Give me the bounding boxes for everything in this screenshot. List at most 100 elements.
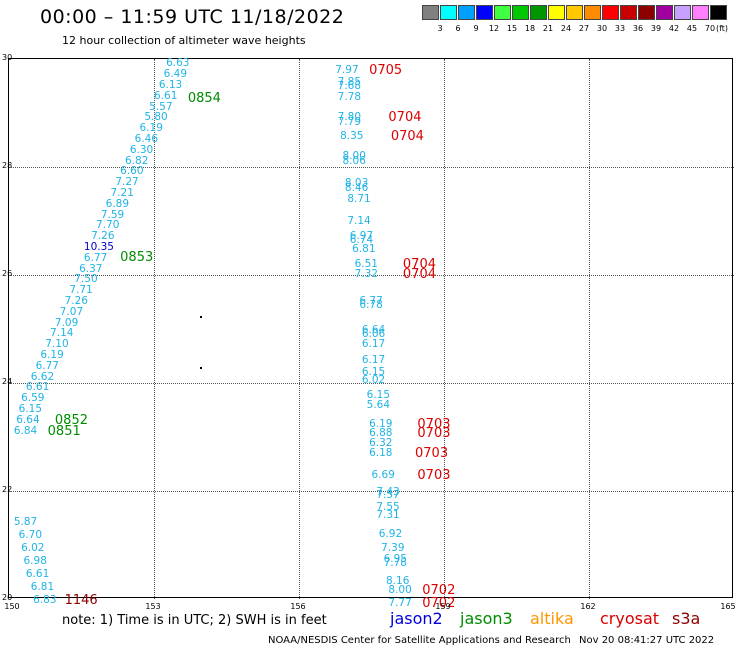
swh-reading: 6.17 <box>361 338 386 351</box>
swh-reading: 7.78 <box>337 90 362 103</box>
legend-swatch <box>476 5 493 20</box>
swh-reading: 7.70 <box>96 219 120 232</box>
swh-reading: 7.85 <box>337 75 362 88</box>
footer-timestamp: Nov 20 08:41:27 UTC 2022 <box>579 635 715 646</box>
pass-time-label: 1146 <box>64 593 98 609</box>
swh-reading: 6.15 <box>361 366 386 379</box>
swh-reading: 7.43 <box>376 486 400 499</box>
gridline-lat <box>9 275 734 276</box>
swh-reading: 8.16 <box>386 574 410 587</box>
swh-reading: 6.02 <box>361 373 386 386</box>
swh-reading: 6.84 <box>13 424 38 437</box>
legend-swatch <box>458 5 475 20</box>
swh-reading: 7.31 <box>376 508 400 521</box>
footer-credit: NOAA/NESDIS Center for Satellite Applica… <box>268 635 571 646</box>
gridline-lon <box>589 59 590 599</box>
map-plot-area: 6.63 6.49 6.13 6.61 5.57 5.80 6.19 6.46 6.30 6.82… <box>8 58 734 610</box>
swh-reading: 6.82 <box>125 154 149 167</box>
swh-reading: 7.78 <box>383 557 407 570</box>
swh-reading: 6.61 <box>154 89 178 102</box>
swh-reading: 5.87 <box>13 516 38 529</box>
legend-label: 6 <box>455 24 461 33</box>
legend-label: 33 <box>614 24 626 33</box>
swh-reading: 8.35 <box>340 129 364 142</box>
legend-label: 9 <box>473 24 479 33</box>
pass-time-label: 0702 <box>422 583 456 599</box>
satellite-name-cryosat: cryosat <box>600 609 660 628</box>
pass-time-label: 0852 <box>54 412 88 428</box>
legend-swatch <box>566 5 583 20</box>
swh-reading: 8.46 <box>344 181 369 194</box>
swh-reading: 6.18 <box>369 447 393 460</box>
swh-reading: 6.15 <box>18 402 43 415</box>
swh-reading: 6.62 <box>30 370 55 383</box>
swh-reading: 6.61 <box>25 381 50 394</box>
latitude-tick-label: 28 <box>2 161 13 170</box>
legend-swatch <box>422 5 439 20</box>
pass-time-label: 0704 <box>402 266 436 282</box>
pass-time-label: 0702 <box>422 596 456 612</box>
swh-reading: 6.88 <box>369 426 393 439</box>
swh-reading: 6.78 <box>359 299 383 312</box>
legend-swatch <box>620 5 637 20</box>
longitude-tick-label: 156 <box>290 602 306 611</box>
swh-reading: 6.83 <box>33 594 57 607</box>
swh-reading: 6.77 <box>35 359 59 372</box>
pass-time-label: 0704 <box>390 128 424 144</box>
swh-reading: 7.57 <box>376 489 400 502</box>
pass-time-label: 0851 <box>47 423 81 439</box>
swh-reading: 7.77 <box>388 597 412 610</box>
legend-swatch <box>638 5 655 20</box>
longitude-tick-label: 153 <box>145 602 161 611</box>
swh-reading: 6.77 <box>83 251 108 264</box>
swh-reading: 7.50 <box>74 273 98 286</box>
swh-reading: 6.46 <box>134 132 159 145</box>
pass-time-label: 0703 <box>417 425 451 441</box>
land-marker <box>199 315 202 318</box>
swh-reading: 7.32 <box>354 267 378 280</box>
latitude-tick-label: 24 <box>2 377 13 386</box>
swh-reading: 8.03 <box>344 177 369 190</box>
longitude-tick-label: 165 <box>720 602 736 611</box>
legend-label: 70 <box>704 24 716 33</box>
swh-reading: 6.15 <box>366 388 391 401</box>
swh-reading: 7.27 <box>115 176 139 189</box>
swh-reading: 6.19 <box>40 348 64 361</box>
swh-reading: 7.68 <box>337 80 362 92</box>
satellite-name-s3a: s3a <box>672 609 701 628</box>
satellite-name-jason3: jason3 <box>460 609 513 628</box>
swh-reading: 8.06 <box>342 154 366 167</box>
swh-reading: 6.19 <box>139 122 163 135</box>
swh-reading: 8.71 <box>347 193 371 206</box>
legend-label: 24 <box>560 24 572 33</box>
pass-time-label: 0703 <box>415 446 449 462</box>
pass-time-label: 0854 <box>187 90 221 106</box>
legend-swatch <box>584 5 601 20</box>
swh-reading: 6.98 <box>23 555 47 568</box>
legend-swatch <box>602 5 619 20</box>
satellite-name-jason2: jason2 <box>390 609 443 628</box>
longitude-tick-label: 159 <box>435 602 451 611</box>
swh-reading: 7.14 <box>347 215 371 227</box>
latitude-tick-label: 26 <box>2 269 13 278</box>
land-marker <box>199 366 202 369</box>
swh-reading: 7.39 <box>381 542 405 555</box>
legend-swatch <box>674 5 691 20</box>
swh-reading: 10.35 <box>83 240 114 253</box>
swh-reading: 8.00 <box>388 584 412 597</box>
page-title: 00:00 – 11:59 UTC 11/18/2022 <box>40 6 345 28</box>
legend-label: 15 <box>506 24 518 33</box>
pass-time-label: 0704 <box>388 110 422 126</box>
swh-reading: 7.09 <box>54 316 79 329</box>
swh-reading: 6.74 <box>349 234 374 247</box>
swh-reading: 7.26 <box>64 294 88 307</box>
legend-swatch <box>512 5 529 20</box>
pass-time-label: 0703 <box>417 467 451 483</box>
swh-reading: 6.37 <box>79 262 103 275</box>
legend-label: 21 <box>542 24 554 33</box>
pass-time-label: 0705 <box>369 62 403 78</box>
swh-reading: 6.92 <box>378 528 403 541</box>
longitude-tick-label: 162 <box>580 602 596 611</box>
swh-reading: 7.14 <box>50 327 74 340</box>
swh-reading: 6.64 <box>361 324 386 337</box>
